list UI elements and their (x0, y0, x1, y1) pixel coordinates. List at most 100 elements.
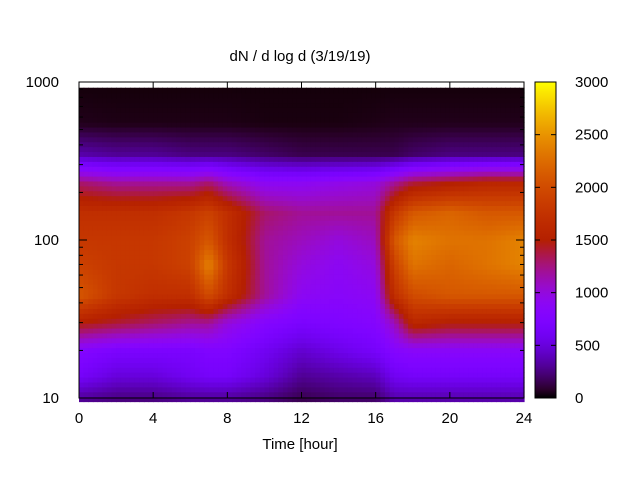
heatmap-cell (153, 146, 159, 153)
heatmap-cell (273, 205, 279, 211)
heatmap-cell (153, 180, 159, 187)
heatmap-cell (375, 337, 381, 344)
heatmap-cell (375, 166, 381, 172)
heatmap-cell (315, 303, 321, 309)
heatmap-cell (371, 195, 377, 202)
heatmap-cell (125, 180, 131, 187)
heatmap-cell (491, 215, 497, 221)
heatmap-cell (491, 327, 497, 334)
heatmap-cell (278, 352, 284, 358)
heatmap-cell (222, 225, 228, 231)
heatmap-cell (227, 347, 233, 354)
heatmap-cell (473, 234, 479, 241)
heatmap-cell (185, 166, 191, 172)
heatmap-cell (324, 185, 330, 192)
heatmap-cell (514, 313, 520, 319)
heatmap-cell (79, 391, 85, 398)
heatmap-cell (343, 318, 349, 324)
heatmap-cell (176, 367, 182, 373)
heatmap-cell (352, 239, 358, 246)
heatmap-cell (435, 391, 442, 398)
heatmap-cell (403, 259, 409, 265)
heatmap-cell (102, 200, 108, 206)
heatmap-cell (167, 229, 173, 236)
heatmap-cell (445, 293, 451, 300)
heatmap-cell (514, 386, 520, 393)
heatmap-cell (315, 264, 321, 270)
heatmap-cell (310, 313, 317, 319)
heatmap-cell (403, 396, 409, 403)
heatmap-cell (514, 180, 520, 187)
heatmap-cell (148, 367, 154, 373)
heatmap-cell (361, 352, 367, 358)
heatmap-cell (134, 225, 140, 231)
heatmap-cell (176, 269, 182, 275)
heatmap-cell (282, 244, 289, 251)
heatmap-cell (491, 313, 497, 319)
heatmap-cell (120, 323, 126, 329)
heatmap-cell (389, 156, 395, 162)
heatmap-cell (218, 332, 224, 339)
heatmap-cell (231, 180, 238, 187)
heatmap-cell (486, 254, 493, 260)
heatmap-cell (204, 210, 210, 216)
heatmap-cell (143, 205, 150, 211)
heatmap-cell (190, 357, 196, 363)
heatmap-cell (148, 190, 154, 197)
heatmap-cell (167, 151, 173, 157)
heatmap-cell (417, 367, 423, 373)
heatmap-cell (519, 234, 525, 241)
heatmap-cell (380, 313, 386, 319)
heatmap-cell (510, 249, 516, 256)
heatmap-cell (250, 274, 256, 280)
heatmap-cell (88, 381, 94, 388)
heatmap-cell (384, 249, 391, 256)
heatmap-cell (394, 264, 400, 270)
heatmap-cell (102, 156, 108, 162)
heatmap-cell (435, 381, 442, 388)
heatmap-cell (417, 225, 423, 231)
heatmap-cell (449, 362, 456, 368)
heatmap-cell (218, 396, 224, 403)
heatmap-cell (143, 195, 150, 202)
heatmap-cell (482, 323, 488, 329)
heatmap-cell (231, 308, 238, 314)
heatmap-cell (120, 151, 126, 157)
heatmap-cell (241, 259, 247, 265)
heatmap-cell (190, 367, 196, 373)
heatmap-cell (389, 254, 395, 260)
heatmap-cell (231, 161, 238, 167)
heatmap-cell (357, 195, 363, 202)
heatmap-cell (394, 362, 400, 368)
heatmap-cell (139, 190, 145, 197)
heatmap-cell (236, 146, 242, 153)
heatmap-cell (315, 175, 321, 182)
heatmap-cell (157, 391, 164, 398)
heatmap-cell (320, 161, 326, 167)
heatmap-cell (333, 308, 340, 314)
heatmap-cell (398, 244, 405, 251)
heatmap-cell (333, 357, 340, 363)
heatmap-cell (389, 381, 395, 388)
heatmap-cell (162, 161, 168, 167)
heatmap-cell (250, 318, 256, 324)
heatmap-cell (426, 396, 432, 403)
heatmap-cell (79, 386, 85, 393)
heatmap-cell (190, 323, 196, 329)
heatmap-cell (236, 391, 242, 398)
heatmap-cell (338, 229, 344, 236)
heatmap-cell (352, 396, 358, 403)
heatmap-cell (440, 234, 446, 241)
heatmap-cell (454, 215, 460, 221)
heatmap-cell (310, 205, 317, 211)
heatmap-cell (445, 220, 451, 226)
heatmap-cell (250, 323, 256, 329)
heatmap-cell (445, 396, 451, 403)
heatmap-cell (292, 269, 298, 275)
heatmap-cell (417, 205, 423, 211)
heatmap-cell (459, 337, 465, 344)
heatmap-cell (338, 278, 344, 285)
heatmap-cell (408, 342, 414, 349)
heatmap-cell (468, 323, 474, 329)
heatmap-cell (486, 303, 493, 309)
